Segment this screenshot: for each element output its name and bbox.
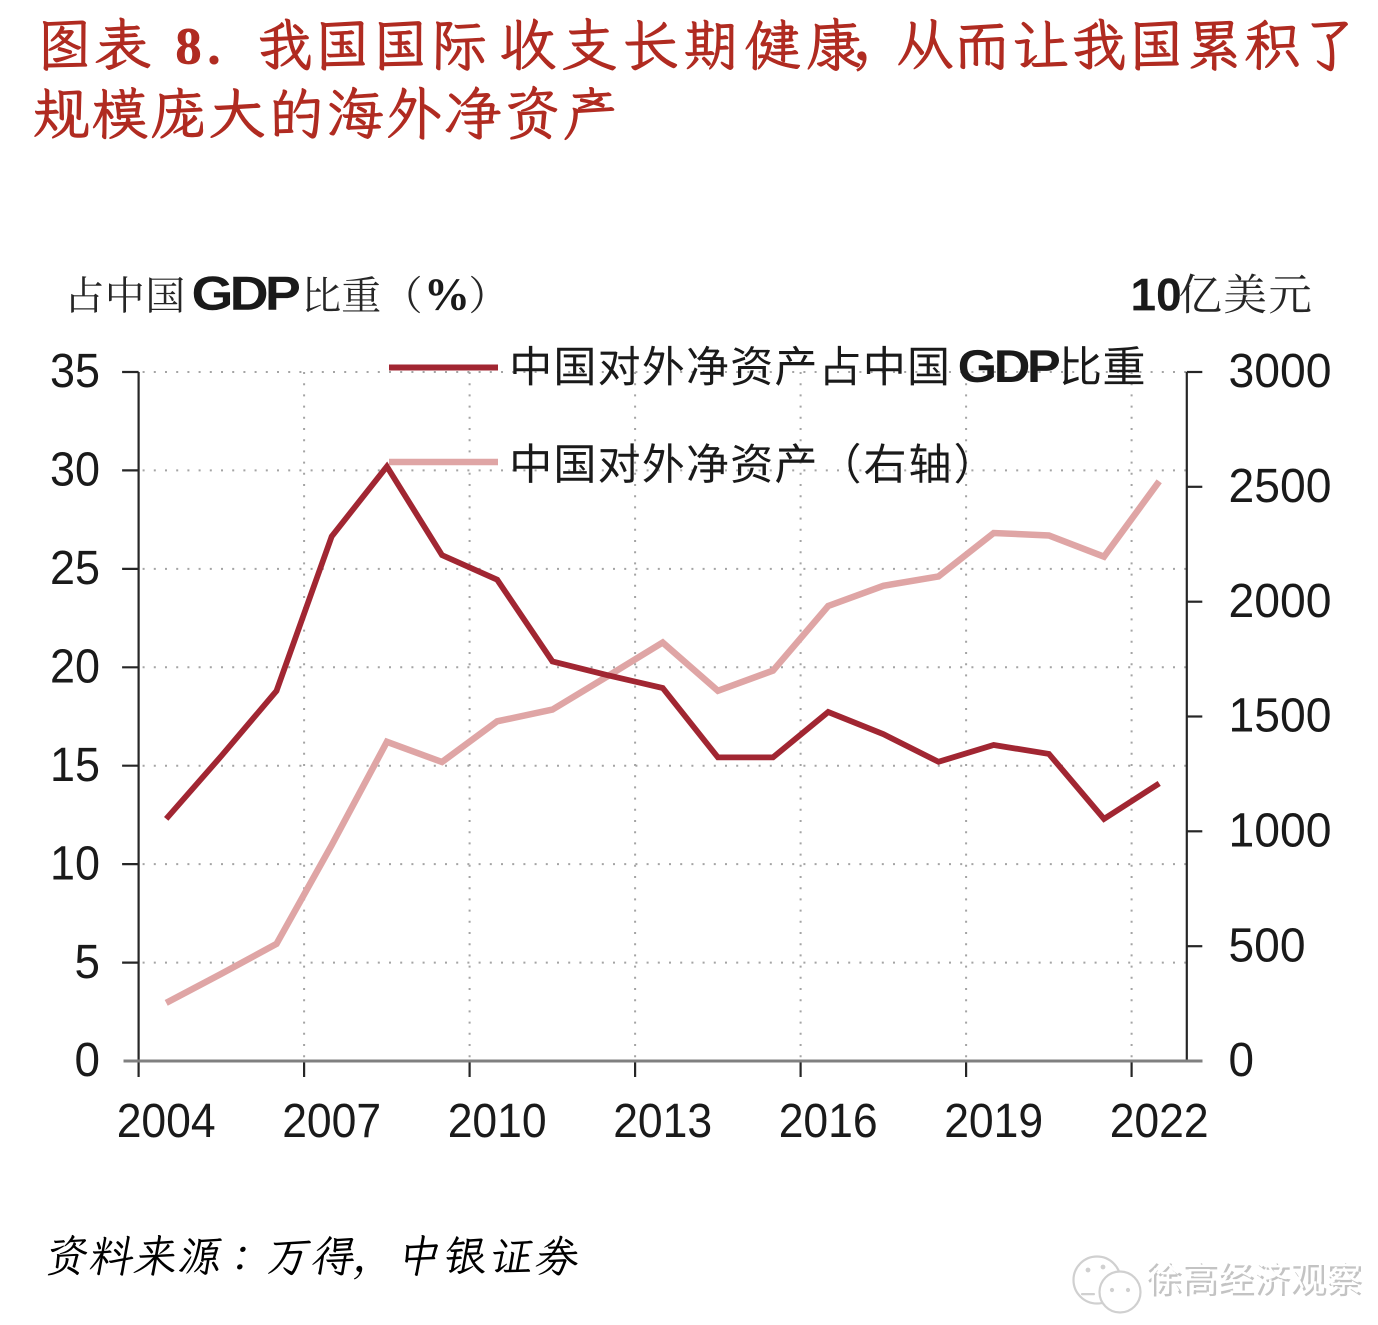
svg-text:25: 25 <box>50 541 100 595</box>
svg-text:2500: 2500 <box>1229 459 1332 513</box>
svg-text:0: 0 <box>1229 1033 1255 1087</box>
svg-text:2004: 2004 <box>117 1094 216 1148</box>
svg-text:2016: 2016 <box>779 1094 878 1148</box>
svg-text:2022: 2022 <box>1110 1094 1209 1148</box>
svg-text:5: 5 <box>75 935 101 989</box>
svg-text:1000: 1000 <box>1229 804 1332 858</box>
svg-text:2019: 2019 <box>944 1094 1043 1148</box>
svg-text:2007: 2007 <box>282 1094 381 1148</box>
svg-text:10: 10 <box>50 836 100 890</box>
svg-text:30: 30 <box>50 443 100 497</box>
svg-text:2010: 2010 <box>448 1094 547 1148</box>
svg-text:20: 20 <box>50 640 100 694</box>
svg-text:0: 0 <box>75 1033 101 1087</box>
svg-text:2000: 2000 <box>1229 574 1332 628</box>
svg-text:3000: 3000 <box>1229 344 1332 398</box>
svg-text:1500: 1500 <box>1229 689 1332 743</box>
svg-text:500: 500 <box>1229 918 1306 972</box>
svg-text:15: 15 <box>50 738 100 792</box>
svg-text:35: 35 <box>50 344 100 398</box>
svg-text:2013: 2013 <box>613 1094 712 1148</box>
